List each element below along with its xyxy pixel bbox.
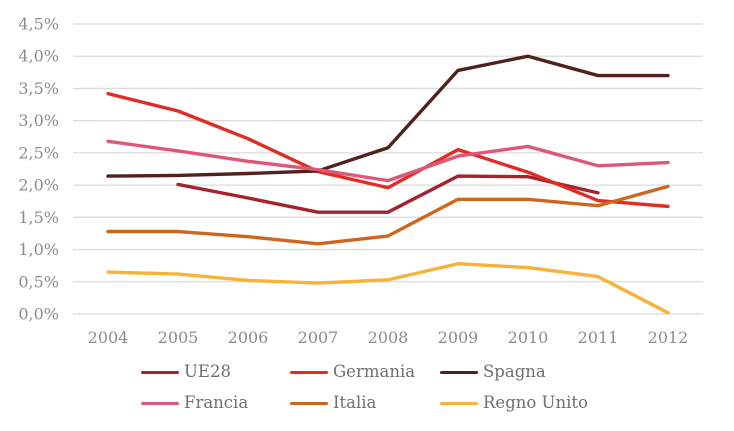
legend-swatch-francia: [141, 401, 179, 406]
legend-item-ue28: UE28: [141, 363, 290, 382]
y-axis-tick-label: 2,5%: [18, 143, 59, 162]
legend-label-italia: Italia: [333, 393, 377, 413]
legend-item-spagna: Spagna: [440, 363, 650, 382]
legend-item-germania: Germania: [290, 363, 440, 382]
y-axis-tick-label: 3,0%: [18, 111, 59, 130]
x-axis-tick-label: 2009: [438, 328, 479, 347]
legend-label-spagna: Spagna: [483, 362, 546, 382]
legend-swatch-italia: [290, 401, 328, 406]
x-axis-tick-label: 2005: [158, 328, 199, 347]
legend-label-regno-unito: Regno Unito: [483, 393, 588, 413]
series-line-germania: [106, 91, 670, 209]
x-axis-tick-label: 2004: [88, 328, 129, 347]
series-line-ue28: [176, 174, 600, 214]
legend-item-francia: Francia: [141, 394, 290, 413]
x-axis-tick-label: 2010: [508, 328, 549, 347]
chart-legend: UE28 Germania Spagna Francia Italia Regno Uni…: [141, 363, 650, 413]
legend-item-italia: Italia: [290, 394, 440, 413]
legend-swatch-ue28: [141, 370, 179, 375]
x-axis-tick-label: 2012: [648, 328, 689, 347]
legend-item-regno-unito: Regno Unito: [440, 394, 650, 413]
x-axis-tick-label: 2007: [298, 328, 339, 347]
line-chart: 0,0% 0,5% 1,0% 1,5% 2,0% 2,5% 3,0% 3,5% 4,0% 4,5%…: [18, 15, 703, 347]
legend-label-germania: Germania: [333, 362, 416, 382]
legend-swatch-germania: [290, 370, 328, 375]
legend-label-francia: Francia: [184, 393, 249, 413]
legend-swatch-spagna: [440, 370, 478, 375]
y-axis-tick-label: 1,0%: [18, 240, 59, 259]
x-axis-tick-label: 2006: [228, 328, 269, 347]
series-line-italia: [106, 184, 670, 246]
y-axis-tick-label: 0,0%: [18, 305, 59, 324]
y-axis-tick-label: 4,0%: [18, 47, 59, 66]
y-axis-tick-label: 0,5%: [18, 272, 59, 291]
y-axis-tick-label: 3,5%: [18, 79, 59, 98]
y-axis-tick-label: 4,5%: [18, 15, 59, 34]
x-axis-tick-label: 2008: [368, 328, 409, 347]
legend-label-ue28: UE28: [184, 362, 231, 382]
x-axis-tick-label: 2011: [578, 328, 619, 347]
series-line-spagna: [106, 54, 670, 178]
series-line-regno-unito: [106, 262, 670, 315]
y-axis-tick-label: 1,5%: [18, 208, 59, 227]
legend-swatch-regno-unito: [440, 401, 478, 406]
series-line-francia: [106, 139, 670, 183]
y-axis-tick-label: 2,0%: [18, 176, 59, 195]
